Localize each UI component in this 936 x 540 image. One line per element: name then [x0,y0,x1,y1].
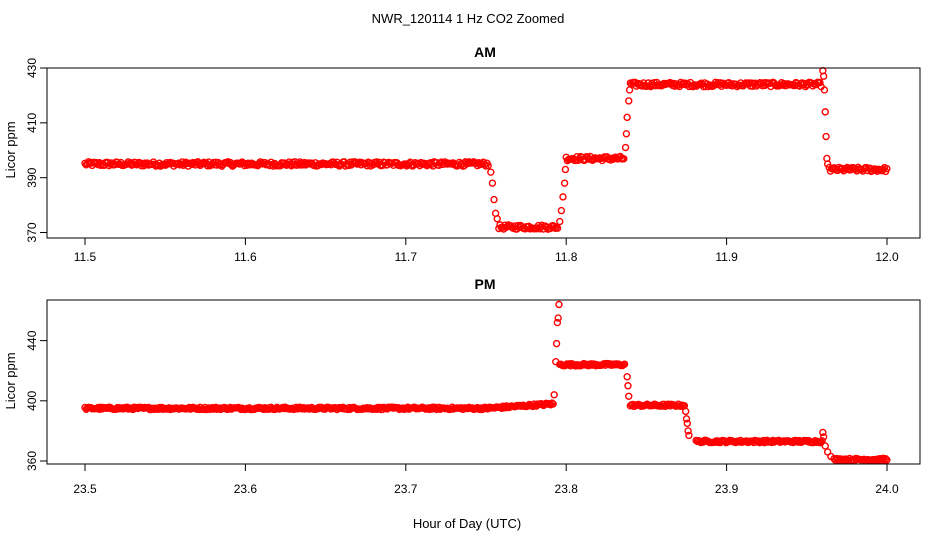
am-x-tick-label: 11.5 [74,250,97,264]
am-x-tick-label: 11.6 [234,250,257,264]
am-y-tick-label: 390 [25,167,39,187]
pm-data-point [555,300,563,309]
am-data-point [883,164,891,173]
pm-data-point [683,419,691,428]
am-data-point [559,193,567,201]
figure-title: NWR_120114 1 Hz CO2 Zoomed [372,11,565,26]
am-data-point [572,156,580,165]
pm-y-axis-label: Licor ppm [3,352,18,409]
am-data-point [622,130,631,138]
pm-data-point [827,452,835,461]
pm-data-point [623,373,631,381]
pm-data-point [883,456,891,464]
pm-data-point [682,415,691,423]
am-plot-frame [46,67,921,239]
am-data-point [487,168,495,176]
am-data-point [553,224,562,232]
pm-x-tick-label: 23.8 [555,482,579,496]
pm-data-points [81,300,891,465]
pm-data-point [682,407,690,416]
pm-data-point [620,360,629,368]
pm-data-point [552,339,561,348]
am-data-point [625,86,634,94]
am-x-tick-label: 11.8 [555,250,578,264]
am-data-point [484,161,492,170]
am-data-point [488,179,497,187]
am-data-point [822,132,830,141]
pm-y-tick-label: 360 [25,451,39,471]
am-data-point [820,86,829,94]
am-data-point [620,155,628,163]
am-data-point [493,215,501,223]
am-data-points [81,67,891,233]
pm-x-tick-label: 23.5 [73,482,97,496]
am-data-point [625,97,633,105]
am-panel-title: AM [474,44,496,60]
pm-data-point [677,402,685,411]
pm-plot-frame [46,299,921,465]
am-data-point [623,113,631,122]
am-y-axis-label: Licor ppm [3,121,18,178]
am-data-point [561,165,570,174]
pm-panel: PM Licor ppm 23.5 23.6 23.7 23.8 23.9 24.0 360… [3,276,921,496]
pm-y-tick-label: 440 [25,330,39,350]
pm-data-point [685,431,693,440]
am-data-point [819,72,828,80]
am-y-tick-label: 410 [25,113,39,133]
pm-x-tick-label: 23.6 [234,482,258,496]
am-data-point [823,160,832,168]
am-x-tick-label: 11.7 [395,250,418,264]
pm-data-point [684,427,692,435]
am-data-point [551,224,559,232]
pm-data-point [819,428,827,437]
pm-data-point [819,433,828,441]
x-axis-label: Hour of Day (UTC) [413,516,521,531]
am-x-tick-label: 12.0 [875,250,899,264]
am-data-point [560,179,569,187]
pm-data-point [625,392,633,400]
pm-data-point [552,357,560,366]
am-y-tick-label: 430 [25,58,39,78]
pm-panel-title: PM [475,276,496,292]
am-data-point [552,223,561,231]
am-data-point [490,195,498,204]
pm-data-point [550,391,558,399]
pm-data-point [880,456,889,464]
pm-data-point [553,318,562,327]
pm-data-point [881,455,890,463]
pm-x-tick-label: 23.9 [715,482,739,496]
am-data-point [816,78,824,87]
am-data-point [557,206,566,215]
pm-x-tick-label: 23.7 [394,482,418,496]
pm-data-point [818,437,826,445]
am-x-tick-label: 11.9 [715,250,738,264]
am-panel: AM Licor ppm 11.5 11.6 11.7 11.8 11.9 12.0 370… [3,44,921,264]
pm-x-tick-label: 24.0 [875,482,899,496]
pm-y-tick-label: 400 [25,390,39,410]
pm-data-point [624,382,632,390]
am-data-point [621,143,630,152]
pm-data-point [554,314,562,322]
am-y-tick-label: 370 [25,222,39,242]
pm-data-point [549,400,557,408]
am-data-point [556,217,564,226]
am-data-point [203,162,212,170]
am-data-point [821,108,829,116]
pm-data-point [821,442,829,450]
